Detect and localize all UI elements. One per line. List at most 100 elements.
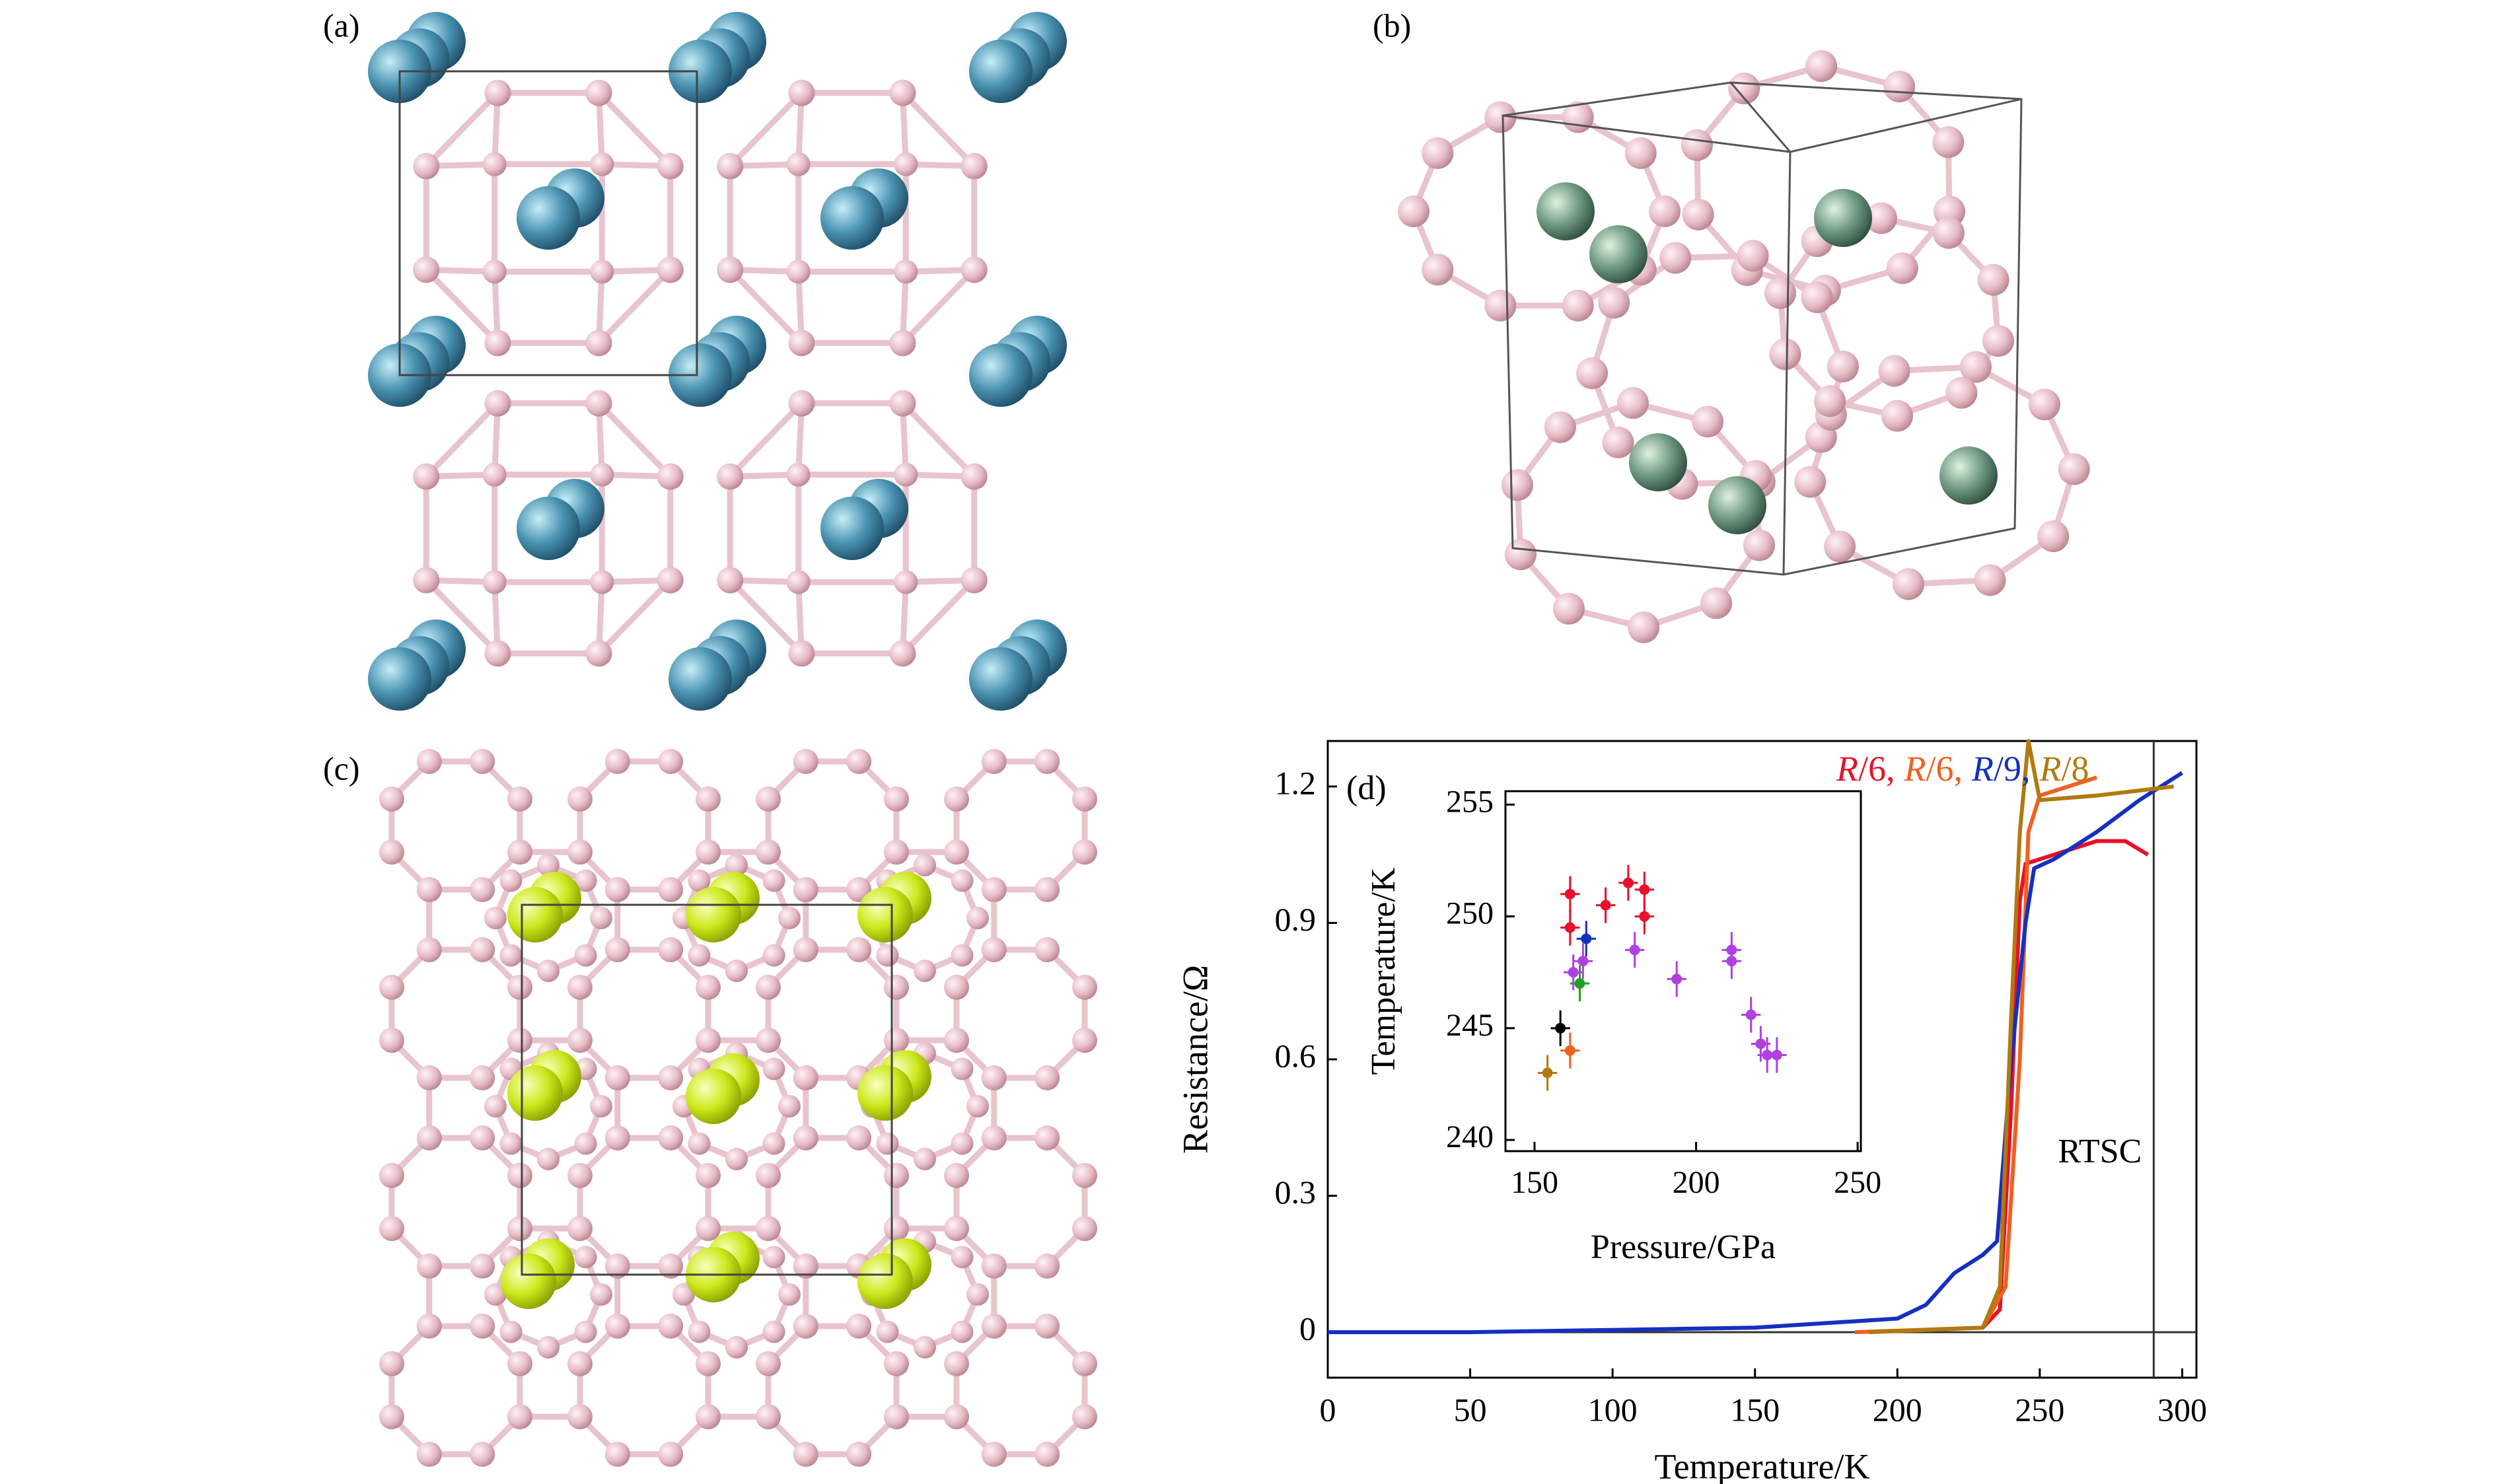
atom: [755, 1216, 781, 1242]
atom: [1072, 1351, 1098, 1376]
bond: [900, 401, 976, 479]
atom: [686, 887, 741, 942]
atom: [788, 330, 815, 357]
y-tick-label: 250: [1446, 896, 1494, 931]
atom: [658, 1125, 684, 1150]
atom: [943, 1216, 969, 1242]
atom: [1422, 254, 1454, 286]
atom: [981, 1125, 1007, 1150]
atom: [1484, 101, 1517, 133]
atom: [857, 1254, 913, 1309]
atom: [696, 1028, 721, 1053]
data-line: [1869, 739, 2174, 1335]
atom: [876, 944, 899, 967]
atom: [1977, 264, 2009, 296]
atom: [725, 960, 748, 982]
atom: [1878, 355, 1910, 387]
x-tick-label: 150: [1511, 1165, 1558, 1200]
point: [1542, 1067, 1553, 1078]
atom: [914, 1148, 936, 1170]
atom: [686, 1069, 741, 1124]
main-series: [1328, 739, 2184, 1335]
atom: [537, 1148, 560, 1170]
atom: [889, 330, 916, 357]
atom: [778, 1283, 801, 1306]
atom: [657, 463, 684, 490]
atom: [943, 786, 969, 812]
atom: [484, 79, 511, 106]
atom: [762, 1132, 785, 1155]
atom: [1865, 202, 1897, 234]
atom: [793, 1313, 818, 1339]
atom: [379, 1351, 404, 1376]
atom: [1537, 182, 1595, 240]
atom: [590, 462, 614, 487]
atom: [762, 1246, 785, 1269]
atom: [943, 1351, 969, 1376]
atom: [846, 1125, 872, 1150]
atom: [567, 786, 593, 812]
atom: [590, 570, 614, 594]
atom: [1814, 385, 1846, 417]
atom: [762, 1320, 785, 1343]
atom: [484, 330, 511, 357]
atom: [604, 877, 630, 903]
atom: [1939, 446, 1998, 505]
atom: [470, 1254, 495, 1279]
atom: [658, 748, 684, 774]
atom: [416, 1313, 442, 1339]
atom: [507, 839, 533, 865]
atom: [1974, 564, 2006, 596]
atom: [482, 152, 507, 176]
atom: [470, 1313, 495, 1339]
atom: [416, 1442, 442, 1467]
atom: [1629, 433, 1687, 491]
data-line: [1981, 839, 2150, 1329]
atom: [657, 256, 684, 283]
atom: [574, 944, 597, 967]
y-tick-label: 0.9: [1275, 901, 1317, 938]
point: [1555, 1022, 1566, 1034]
point: [1564, 922, 1575, 933]
atom: [884, 839, 910, 865]
unit-cell: [521, 903, 893, 1276]
data-line: [1328, 771, 2184, 1335]
x-tick-label: 0: [1320, 1391, 1336, 1428]
atom: [1598, 287, 1630, 319]
point: [1771, 1049, 1782, 1061]
atom: [604, 1065, 630, 1091]
point: [1581, 933, 1592, 944]
atom: [482, 260, 507, 284]
atom: [725, 1336, 748, 1359]
atom: [604, 1125, 630, 1150]
atom: [1886, 252, 1918, 285]
atom: [696, 1351, 721, 1376]
atom: [590, 1095, 612, 1117]
atom: [567, 1351, 593, 1376]
atom: [1945, 376, 1978, 409]
atom: [1072, 1028, 1098, 1053]
atom: [585, 79, 612, 106]
y-tick-label: 240: [1446, 1119, 1494, 1154]
atom: [1576, 357, 1609, 390]
atom: [574, 1132, 597, 1155]
point: [1564, 888, 1575, 900]
x-axis-label: Temperature/K: [1654, 1446, 1869, 1484]
atom: [567, 974, 593, 1000]
atom: [567, 1162, 593, 1188]
atom: [590, 907, 612, 929]
atom: [379, 1162, 404, 1188]
atom: [1932, 217, 1965, 249]
bond: [900, 267, 976, 345]
atom: [951, 1057, 974, 1080]
atom: [786, 462, 811, 487]
panel-label: (c): [323, 750, 360, 787]
atom: [696, 974, 721, 1000]
atom: [981, 877, 1007, 903]
atom: [658, 1313, 684, 1339]
atom: [1072, 1404, 1098, 1430]
atom: [413, 256, 440, 283]
atom: [889, 640, 916, 667]
atom: [969, 647, 1032, 711]
atom: [981, 748, 1007, 774]
